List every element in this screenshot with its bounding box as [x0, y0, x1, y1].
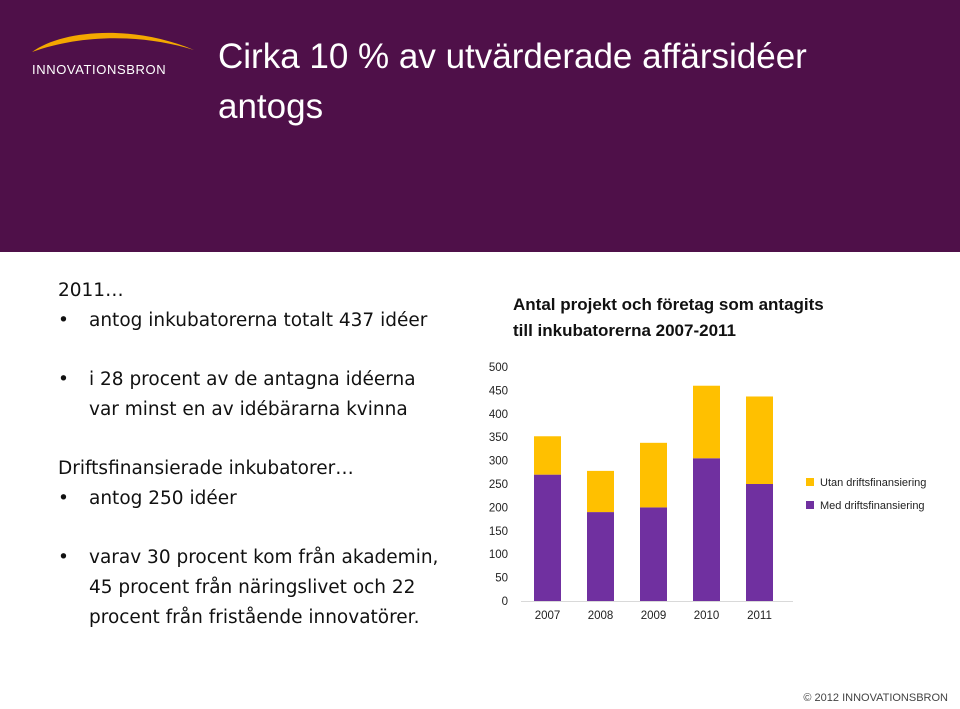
y-tick-label: 0: [502, 596, 508, 608]
legend-label: Med driftsfinansiering: [820, 500, 925, 512]
legend-swatch: [806, 501, 814, 509]
legend-swatch: [806, 478, 814, 486]
bullet-text-line: 45 procent från näringslivet och 22: [89, 577, 416, 598]
logo-swoosh-icon: [32, 32, 194, 52]
legend-label: Utan driftsfinansiering: [820, 477, 926, 489]
y-tick-label: 50: [495, 573, 508, 585]
bar-segment: [534, 474, 561, 601]
bullet-dot-icon: •: [58, 369, 69, 390]
bar-segment: [640, 507, 667, 601]
heading-2011: 2011…: [58, 280, 124, 301]
x-tick-label: 2009: [641, 610, 667, 622]
bullet-text-line: varav 30 procent kom från akademin,: [89, 547, 439, 568]
x-tick-label: 2011: [747, 610, 772, 622]
bar-segment: [587, 512, 614, 601]
y-tick-label: 100: [489, 549, 508, 561]
innovationsbron-logo: INNOVATIONSBRON: [22, 28, 212, 88]
bar-segment: [693, 385, 720, 459]
bar-segment: [746, 484, 773, 601]
bullet-dot-icon: •: [58, 488, 69, 509]
bullet-text-line: i 28 procent av de antagna idéerna: [89, 369, 416, 390]
bullet-item: • i 28 procent av de antagna idéerna var…: [58, 365, 498, 425]
y-tick-label: 500: [489, 362, 508, 374]
heading-driftsfinansierade: Driftsfinansierade inkubatorer…: [58, 458, 354, 479]
bar-segment: [587, 470, 614, 513]
chart-title-line-1: Antal projekt och företag som antagits: [513, 295, 824, 314]
y-tick-label: 300: [489, 456, 508, 468]
stacked-bar-chart: 0 50 100 150 200 250 300 350 400 450 500 2007 2008 20…: [489, 362, 927, 622]
summary-text: 2011… • antog inkubatorerna totalt 437 i…: [58, 276, 498, 633]
y-tick-label: 150: [489, 526, 508, 538]
y-tick-label: 200: [489, 502, 508, 514]
bar-segment: [746, 396, 773, 484]
bar-segment: [693, 458, 720, 601]
logo-text: INNOVATIONSBRON: [32, 62, 167, 77]
x-tick-label: 2007: [535, 610, 561, 622]
chart-title: Antal projekt och företag som antagits t…: [513, 292, 933, 344]
bar-segment: [640, 442, 667, 508]
title-banner: INNOVATIONSBRON Cirka 10 % av utvärderad…: [0, 0, 960, 252]
bullet-item: • varav 30 procent kom från akademin, 45…: [58, 543, 498, 633]
bullet-item: • antog inkubatorerna totalt 437 idéer: [58, 306, 498, 336]
bullet-item: • antog 250 idéer: [58, 484, 498, 514]
x-tick-label: 2008: [588, 610, 614, 622]
chart-title-line-2: till inkubatorerna 2007-2011: [513, 321, 736, 340]
title-line-1: Cirka 10 % av utvärderade affärsidéer: [218, 37, 807, 76]
y-tick-label: 450: [489, 385, 508, 397]
bullet-text: antog inkubatorerna totalt 437 idéer: [89, 310, 428, 331]
page-title: Cirka 10 % av utvärderade affärsidéer an…: [218, 32, 938, 132]
bar-segment: [534, 436, 561, 475]
y-tick-label: 250: [489, 479, 508, 491]
bullet-text: antog 250 idéer: [89, 488, 237, 509]
y-tick-label: 400: [489, 409, 508, 421]
title-line-2: antogs: [218, 87, 324, 126]
bullet-text-line: var minst en av idébärarna kvinna: [89, 399, 408, 420]
bullet-text-line: procent från fristående innovatörer.: [89, 607, 420, 628]
copyright-footer: © 2012 INNOVATIONSBRON: [803, 692, 948, 704]
bullet-dot-icon: •: [58, 310, 69, 331]
x-tick-label: 2010: [694, 610, 720, 622]
bullet-dot-icon: •: [58, 547, 69, 568]
y-tick-label: 350: [489, 432, 508, 444]
